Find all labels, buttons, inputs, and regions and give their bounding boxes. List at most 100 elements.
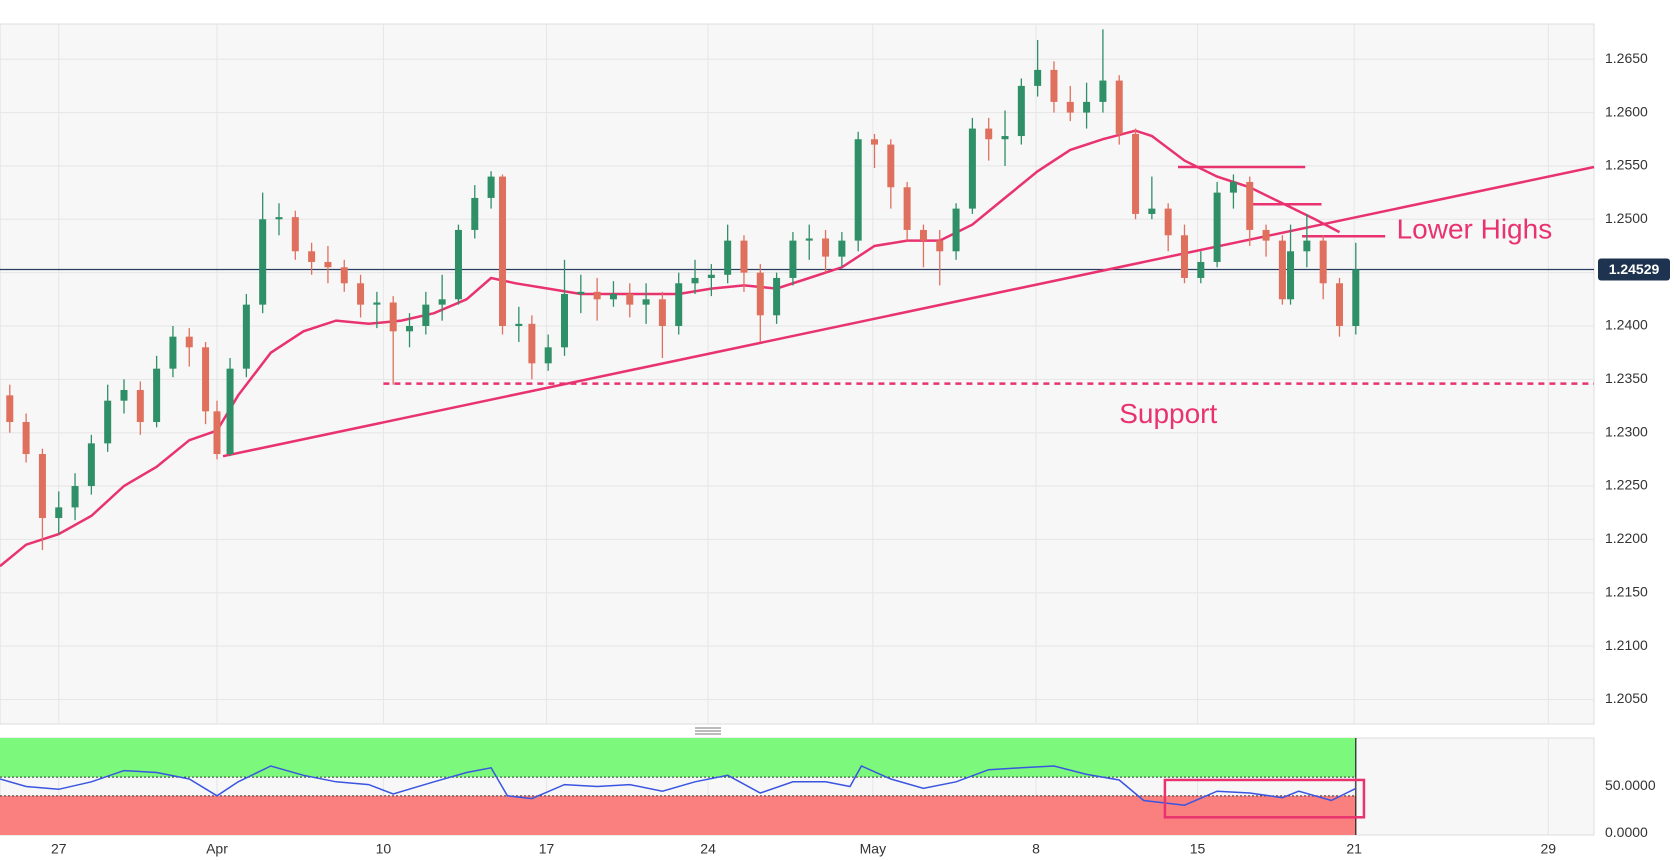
candle-body xyxy=(870,139,878,145)
candle-body xyxy=(577,291,585,294)
candle-body xyxy=(324,261,332,268)
candle-body xyxy=(6,395,14,423)
x-tick-label: 27 xyxy=(51,841,67,857)
candle-body xyxy=(120,390,128,401)
rsi-line xyxy=(0,765,1357,806)
candle-body xyxy=(1246,181,1254,230)
y-tick-label: 1.2400 xyxy=(1605,317,1648,333)
x-tick-label: May xyxy=(860,841,886,857)
candle-body xyxy=(528,323,536,364)
y-tick-label: 1.2600 xyxy=(1605,103,1648,119)
price-badge xyxy=(1598,258,1670,281)
candle-body xyxy=(1017,85,1025,137)
candle-body xyxy=(1148,208,1156,214)
candle-body xyxy=(1303,240,1311,252)
candle-body xyxy=(1132,133,1140,214)
candle-body xyxy=(985,128,993,140)
candle-body xyxy=(691,277,699,284)
candle-body xyxy=(226,368,234,455)
y-tick-label: 1.2200 xyxy=(1605,530,1648,546)
candle-body xyxy=(169,336,177,369)
candle-body xyxy=(185,336,193,348)
candle-body xyxy=(756,272,764,316)
candle-body xyxy=(242,304,250,369)
y-tick-label: 1.2550 xyxy=(1605,157,1648,173)
y-tick-label: 1.2350 xyxy=(1605,370,1648,386)
candle-body xyxy=(561,293,569,348)
candle-body xyxy=(1050,69,1058,102)
candle-body xyxy=(454,229,462,300)
candle-body xyxy=(773,277,781,316)
x-tick-label: 29 xyxy=(1541,841,1557,857)
candle-body xyxy=(919,229,927,241)
candle-body xyxy=(499,176,507,326)
candle-body xyxy=(1034,69,1042,86)
annotation: Lower Highs xyxy=(1397,213,1553,244)
candle-body xyxy=(609,293,617,300)
candle-body xyxy=(675,283,683,326)
rsi-band xyxy=(0,795,1356,835)
y-tick-label: 1.2250 xyxy=(1605,477,1648,493)
candle-body xyxy=(291,217,299,252)
candle-body xyxy=(438,299,446,305)
candle-body xyxy=(887,144,895,188)
candle-body xyxy=(515,323,523,326)
candle-body xyxy=(1278,240,1286,300)
candle-body xyxy=(789,240,797,278)
candle-body xyxy=(854,139,862,241)
candle-body xyxy=(1287,251,1295,300)
x-tick-label: 8 xyxy=(1032,841,1040,857)
candle-body xyxy=(1197,261,1205,278)
y-tick-label: 50.0000 xyxy=(1605,777,1656,793)
x-tick-label: 21 xyxy=(1346,841,1362,857)
candle-body xyxy=(1180,235,1188,278)
candle-body xyxy=(658,299,666,326)
x-tick-label: 10 xyxy=(376,841,392,857)
candle-body xyxy=(1319,240,1327,284)
y-tick-label: 1.2300 xyxy=(1605,423,1648,439)
candle-body xyxy=(936,240,944,252)
candle-body xyxy=(903,187,911,230)
candle-body xyxy=(1099,80,1107,102)
candle-body xyxy=(593,291,601,300)
candle-body xyxy=(487,176,495,198)
candle-body xyxy=(1352,269,1360,326)
candle-body xyxy=(952,208,960,252)
y-tick-label: 1.2050 xyxy=(1605,690,1648,706)
candle-body xyxy=(1083,101,1091,113)
candle-body xyxy=(136,390,144,423)
candle-body xyxy=(38,454,46,519)
candle-body xyxy=(1164,208,1172,236)
y-tick-label: 1.2100 xyxy=(1605,637,1648,653)
candle-body xyxy=(406,325,414,332)
candle-body xyxy=(626,293,634,305)
x-tick-label: 15 xyxy=(1190,841,1206,857)
candle-body xyxy=(740,240,748,273)
candle-body xyxy=(1001,136,1009,140)
candle-body xyxy=(642,299,650,305)
candle-body xyxy=(87,443,95,487)
candle-body xyxy=(275,217,283,220)
candle-body xyxy=(422,304,430,326)
candle-body xyxy=(1229,181,1237,193)
candle-body xyxy=(202,347,210,412)
candle-body xyxy=(22,422,30,455)
candle-body xyxy=(259,219,267,305)
y-tick-label: 1.2500 xyxy=(1605,210,1648,226)
current-price-label: 1.24529 xyxy=(1609,261,1660,277)
candle-body xyxy=(1262,229,1270,241)
highlight-box xyxy=(1163,778,1366,819)
y-tick-label: 1.2650 xyxy=(1605,50,1648,66)
candle-body xyxy=(968,128,976,209)
candle-body xyxy=(55,507,63,519)
candle-body xyxy=(340,267,348,284)
candle-body xyxy=(805,238,813,241)
candle-body xyxy=(357,283,365,305)
candle-body xyxy=(153,368,161,423)
rsi-band xyxy=(0,738,1356,778)
candle-body xyxy=(308,251,316,262)
x-tick-label: 24 xyxy=(700,841,716,857)
line xyxy=(222,165,1595,458)
candle-body xyxy=(822,238,830,257)
